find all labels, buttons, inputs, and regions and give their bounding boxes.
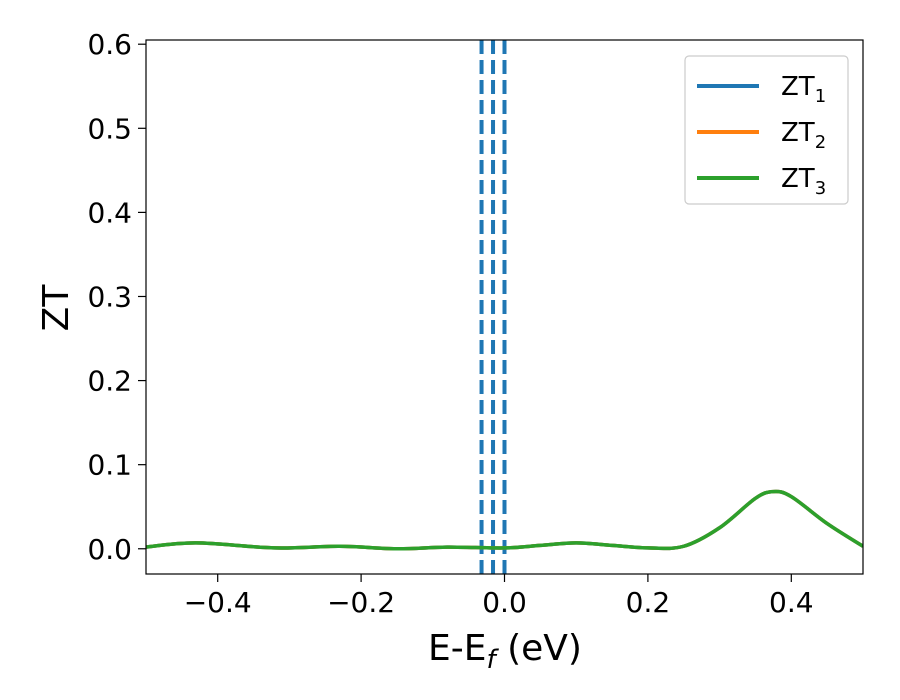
x-tick-label: −0.4 — [184, 586, 252, 619]
x-axis: −0.4 −0.2 0.0 0.2 0.4 — [184, 574, 814, 619]
x-tick-label: 0.4 — [769, 586, 814, 619]
y-tick-label: 0.4 — [87, 196, 132, 229]
y-tick-label: 0.5 — [87, 112, 132, 145]
x-tick-label: 0.2 — [626, 586, 671, 619]
legend-label-zt1: ZT1 — [781, 72, 826, 107]
series-line-zt3 — [146, 489, 863, 551]
legend-box — [684, 55, 849, 205]
y-tick-label: 0.1 — [87, 449, 132, 482]
y-tick-label: 0.2 — [87, 365, 132, 398]
series-group — [146, 40, 863, 574]
legend: ZT1 ZT2 ZT3 — [684, 55, 849, 205]
x-axis-label: E-Ef (eV) — [428, 628, 582, 675]
x-axis-label-main: E-E — [428, 628, 486, 669]
y-tick-label: 0.0 — [87, 533, 132, 566]
legend-label-zt3: ZT3 — [781, 164, 826, 199]
y-tick-label: 0.6 — [87, 28, 132, 61]
x-tick-label: −0.2 — [327, 586, 395, 619]
y-axis-label: ZT — [36, 284, 77, 332]
x-axis-label-unit: (eV) — [496, 628, 582, 669]
x-tick-label: 0.0 — [482, 586, 527, 619]
legend-label-zt2: ZT2 — [781, 118, 826, 153]
y-axis: 0.0 0.1 0.2 0.3 0.4 0.5 0.6 — [87, 28, 146, 566]
y-tick-label: 0.3 — [87, 280, 132, 313]
